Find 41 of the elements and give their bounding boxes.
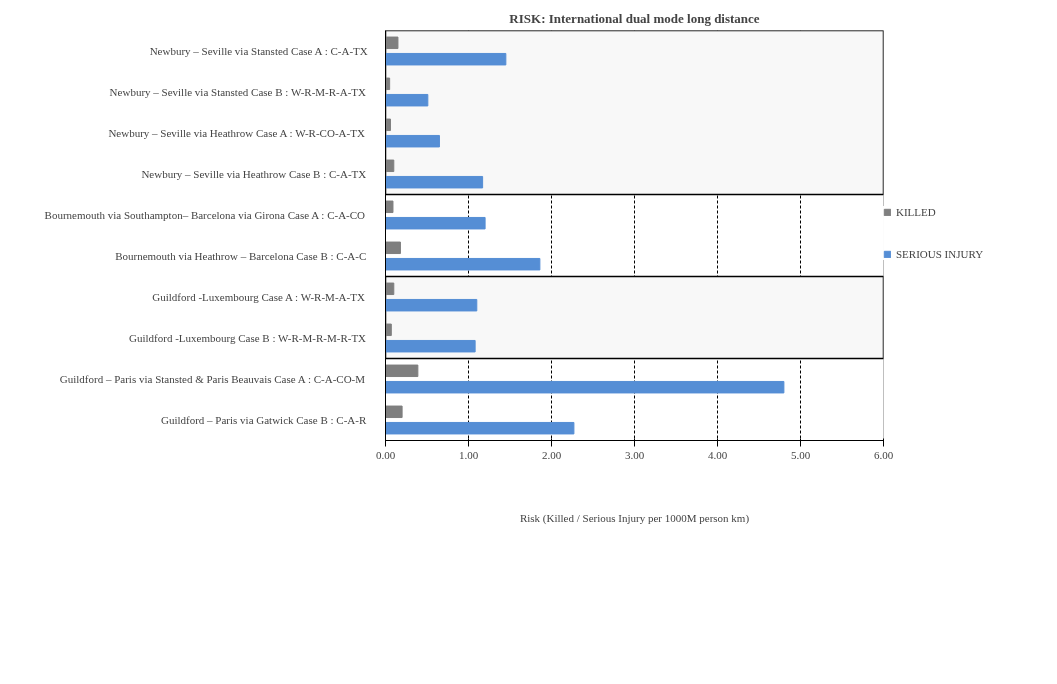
bar (385, 323, 392, 337)
bar (385, 36, 399, 50)
bar (385, 405, 403, 419)
x-tick-label: 4.00 (707, 448, 728, 461)
x-tick-label: 3.00 (624, 448, 645, 461)
bar (385, 241, 401, 255)
y-tick-label: Newbury – Seville via Heathrow Case A : W-R-CO-A-TX (108, 127, 365, 139)
bar (385, 282, 395, 296)
y-tick-label: Bournemouth via Southampton– Barcelona via Girona Case A : C-A-CO (44, 209, 366, 221)
y-tick-label: Guildford -Luxembourg Case A : W-R-M-A-TX (152, 291, 365, 303)
bar (385, 421, 575, 435)
bar (385, 77, 391, 91)
x-axis-title: Risk (Killed / Serious Injury per 1000M person km) (519, 511, 750, 525)
chart-title: RISK: International dual mode long distance (509, 10, 760, 26)
bar (385, 175, 484, 189)
bar (385, 380, 785, 394)
x-tick-label: 5.00 (790, 448, 811, 461)
bar (385, 339, 476, 353)
bar (385, 52, 507, 66)
bar (385, 159, 395, 173)
bar (385, 134, 440, 148)
bar (385, 216, 486, 230)
legend-label: SERIOUS INJURY (896, 248, 984, 260)
bar (385, 118, 391, 132)
y-tick-label: Guildford -Luxembourg Case B : W-R-M-R-M-R-TX (129, 332, 367, 344)
y-tick-label: Bournemouth via Heathrow – Barcelona Case B : C-A-C (115, 250, 367, 262)
y-tick-label: Newbury – Seville via Stansted Case A : C-A-TX (149, 45, 368, 57)
x-tick-label: 0.00 (375, 448, 396, 461)
y-tick-label: Newbury – Seville via Stansted Case B : W-R-M-R-A-TX (109, 86, 367, 98)
bar (385, 298, 478, 312)
x-tick-label: 1.00 (458, 448, 479, 461)
y-tick-label: Newbury – Seville via Heathrow Case B : C-A-TX (141, 168, 367, 180)
bar (385, 364, 419, 378)
legend-label: KILLED (896, 206, 936, 218)
bar (385, 93, 429, 107)
y-tick-label: Guildford – Paris via Stansted & Paris Beauvais Case A : C-A-CO-M (59, 373, 366, 385)
bar (385, 257, 541, 271)
x-tick-label: 2.00 (541, 448, 562, 461)
x-tick-label: 6.00 (873, 448, 894, 461)
bar (385, 200, 394, 214)
y-tick-label: Guildford – Paris via Gatwick Case B : C-A-R (160, 414, 367, 426)
